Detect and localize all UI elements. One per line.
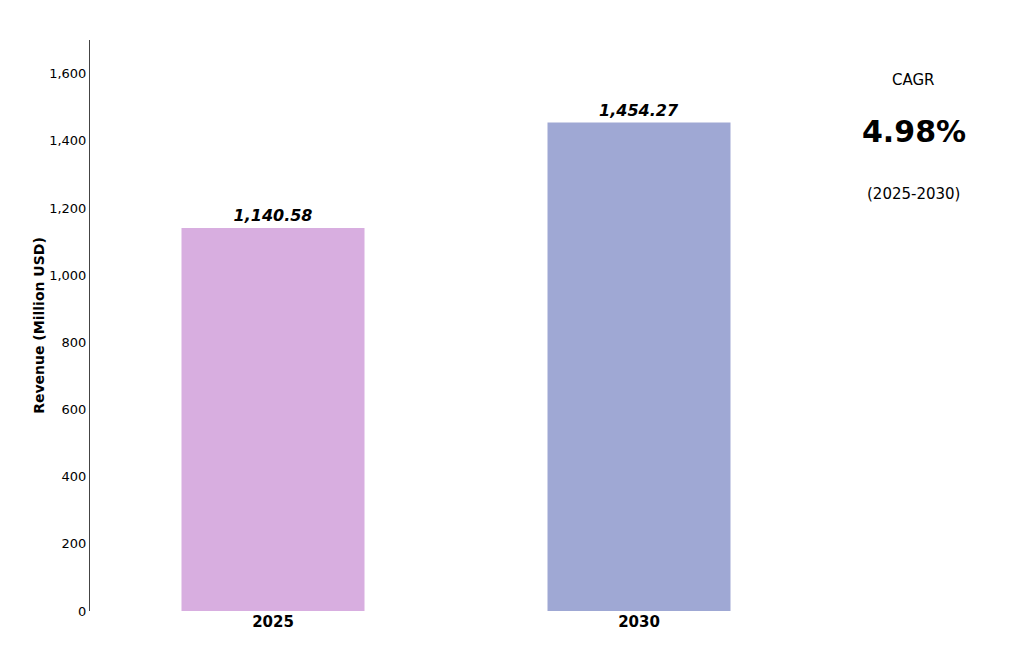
- svg-text:2025: 2025: [252, 613, 294, 631]
- svg-text:1,200: 1,200: [49, 200, 86, 215]
- svg-text:CAGR: CAGR: [892, 71, 935, 89]
- svg-text:1,140.58: 1,140.58: [234, 206, 313, 225]
- svg-text:1,600: 1,600: [49, 66, 86, 81]
- svg-text:(2025-2030): (2025-2030): [867, 185, 960, 203]
- svg-text:Revenue (Million USD): Revenue (Million USD): [31, 237, 47, 414]
- svg-text:800: 800: [62, 335, 87, 350]
- svg-text:1,000: 1,000: [49, 268, 86, 283]
- svg-text:200: 200: [62, 536, 87, 551]
- svg-text:0: 0: [78, 604, 86, 619]
- svg-text:600: 600: [62, 402, 87, 417]
- svg-text:2030: 2030: [618, 613, 660, 631]
- svg-text:400: 400: [62, 469, 87, 484]
- svg-text:4.98%: 4.98%: [862, 114, 966, 149]
- svg-text:1,400: 1,400: [49, 133, 86, 148]
- svg-text:1,454.27: 1,454.27: [599, 101, 679, 120]
